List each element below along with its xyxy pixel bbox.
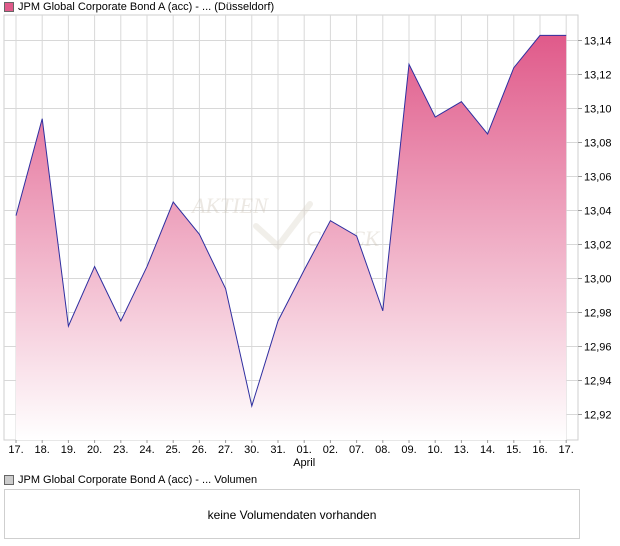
price-legend-label: JPM Global Corporate Bond A (acc) - ... … (18, 1, 275, 13)
y-tick-label: 12,94 (584, 376, 612, 388)
y-tick-label: 13,12 (584, 70, 612, 82)
y-tick-label: 13,06 (584, 172, 612, 184)
x-tick-label: 19. (61, 444, 76, 456)
x-tick-label: 01. (297, 444, 312, 456)
volume-legend-swatch (4, 475, 14, 485)
y-tick-label: 13,04 (584, 206, 612, 218)
y-tick-label: 13,08 (584, 138, 612, 150)
price-area-fill (16, 35, 567, 441)
volume-legend-label: JPM Global Corporate Bond A (acc) - ... … (18, 474, 258, 486)
x-tick-label: 18. (35, 444, 50, 456)
x-tick-label: 10. (428, 444, 443, 456)
x-tick-label: 15. (506, 444, 521, 456)
watermark-aktien: AKTIEN (190, 193, 269, 218)
watermark-checkmark (253, 201, 313, 251)
y-tick-label: 12,98 (584, 308, 612, 320)
x-tick-label: 27. (218, 444, 233, 456)
x-month-label: April (293, 457, 315, 469)
x-tick-label: 24. (139, 444, 154, 456)
y-tick-label: 12,96 (584, 342, 612, 354)
price-chart: AKTIEN CHECK 12,9212,9412,9612,9813,0013… (3, 14, 612, 469)
x-tick-label: 08. (375, 444, 390, 456)
x-tick-label: 30. (244, 444, 259, 456)
volume-empty-message: keine Volumendaten vorhanden (207, 508, 377, 522)
x-tick-label: 09. (401, 444, 416, 456)
price-legend-swatch (4, 2, 14, 12)
y-axis-labels: 12,92 12,94 12,96 12,98 13,00 13,02 13,04 13,06… (578, 36, 612, 422)
volume-panel: keine Volumendaten vorhanden (4, 489, 580, 539)
x-tick-label: 17. (8, 444, 23, 456)
x-tick-label: 13. (454, 444, 469, 456)
y-tick-label: 13,02 (584, 240, 612, 252)
x-tick-label: 31. (270, 444, 285, 456)
x-tick-label: 26. (192, 444, 207, 456)
y-tick-label: 12,92 (584, 410, 612, 422)
y-tick-label: 13,14 (584, 36, 612, 48)
y-tick-label: 13,10 (584, 104, 612, 116)
x-tick-label: 25. (166, 444, 181, 456)
x-tick-label: 17. (559, 444, 574, 456)
x-tick-label: 16. (532, 444, 547, 456)
x-tick-label: 23. (113, 444, 128, 456)
x-tick-label: 20. (87, 444, 102, 456)
y-tick-label: 13,00 (584, 274, 612, 286)
volume-legend: JPM Global Corporate Bond A (acc) - ... … (4, 473, 257, 487)
x-tick-label: 14. (480, 444, 495, 456)
x-tick-label: 07. (349, 444, 364, 456)
x-axis-labels: 17. 18. 19. 20. 23. 24. 25. 26. 27. 30. 31. 01. 02. 0… (8, 440, 574, 469)
price-line (15, 34, 567, 408)
price-legend: JPM Global Corporate Bond A (acc) - ... … (4, 0, 274, 14)
x-tick-label: 02. (323, 444, 338, 456)
